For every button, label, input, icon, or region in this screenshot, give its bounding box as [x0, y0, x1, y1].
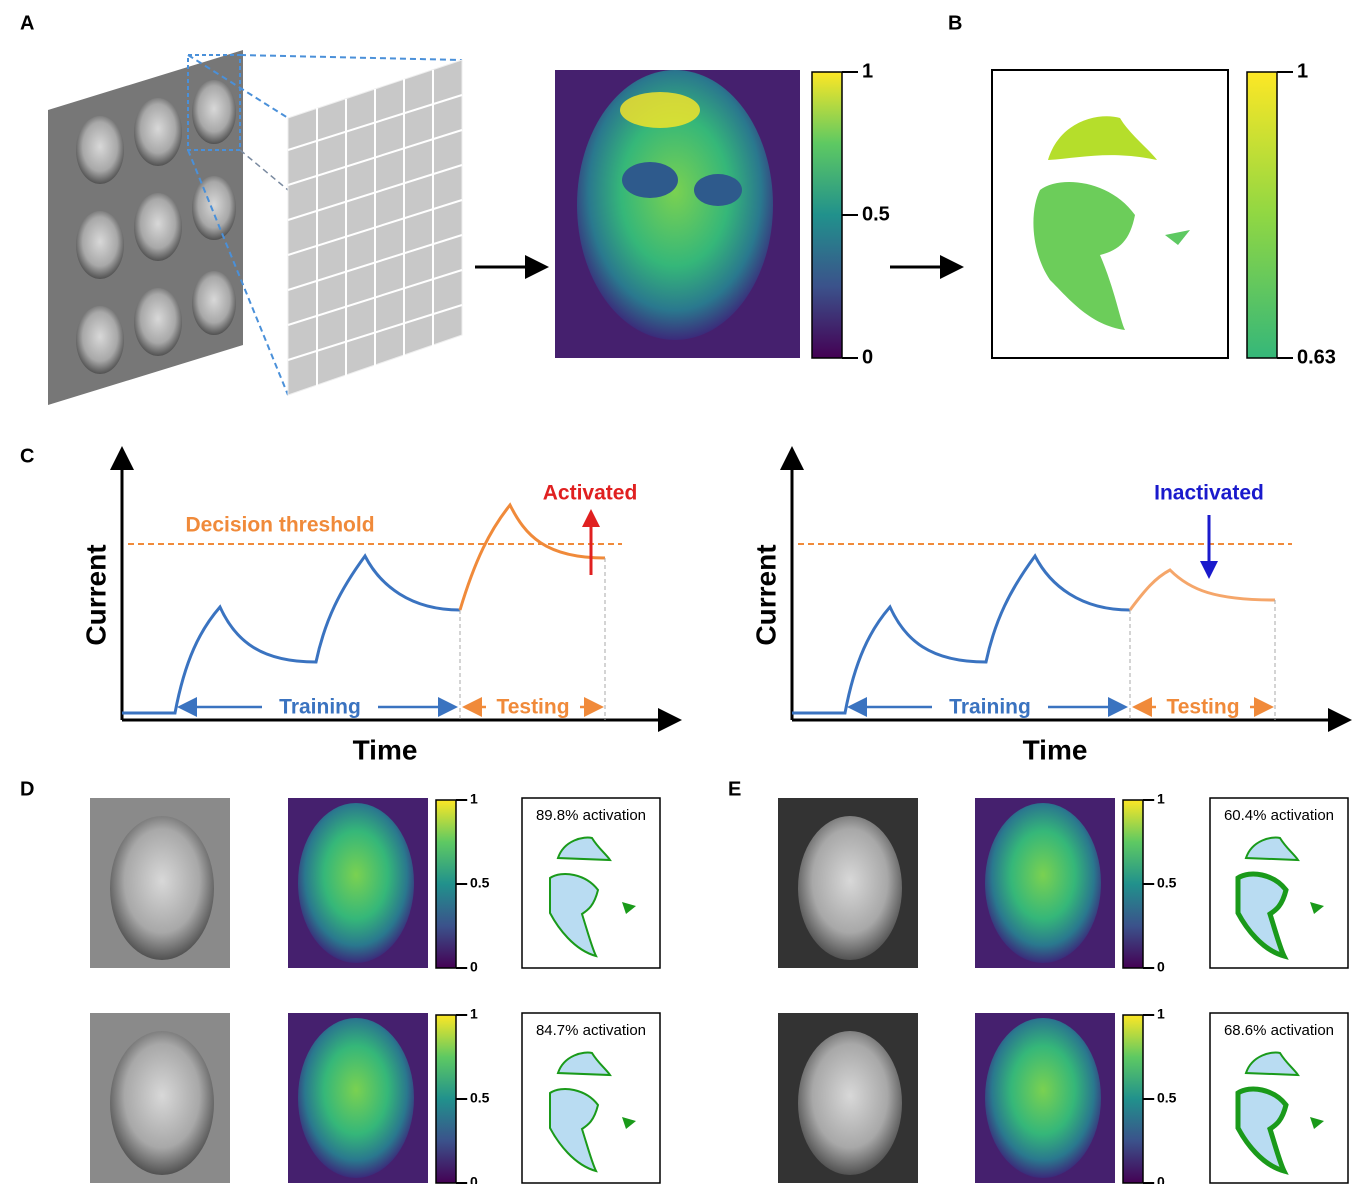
panel-label: B: [948, 12, 962, 34]
y-label: Current: [750, 544, 781, 645]
panel-label: E: [728, 778, 741, 800]
example-row: 1 0.5 0 68.6% activation: [778, 1006, 1348, 1184]
colorbar-tick-label: 1: [1157, 1006, 1165, 1022]
colorbar-tick-label: 0.5: [862, 203, 890, 225]
phase-label: Training: [279, 696, 361, 719]
colorbar-tick-label: 0: [470, 959, 478, 975]
state-label: Activated: [543, 482, 638, 505]
phase-label: Testing: [496, 696, 569, 719]
heatmap-face: [298, 1018, 414, 1178]
figure: A 10.50 B 10.63 C Current Time Decision …: [0, 0, 1364, 1184]
face: [798, 816, 902, 960]
colorbar-tick-label: 0.5: [470, 1090, 490, 1106]
colorbar-tick-label: 1: [470, 1006, 478, 1022]
colorbar-tick-label: 0.5: [1157, 1090, 1177, 1106]
phase-label: Testing: [1166, 696, 1239, 719]
colorbar-tick-label: 1: [862, 60, 873, 82]
colorbar-tick-label: 0: [1157, 959, 1165, 975]
colorbar-tick-label: 0: [862, 346, 873, 368]
example-row: 1 0.5 0 89.8% activation: [90, 791, 660, 975]
panel-label: D: [20, 778, 34, 800]
colorbar-fill: [1123, 800, 1143, 968]
neuron-grid: [288, 60, 462, 395]
colorbar-tick-label: 0.63: [1297, 346, 1336, 368]
example-rows: 1 0.5 0 89.8% activation 1 0.5 0 84.7% activati…: [90, 791, 1348, 1184]
activation-caption: 89.8% activation: [536, 807, 646, 824]
colorbar-fill: [812, 72, 842, 358]
face: [798, 1031, 902, 1175]
colorbar-tick-label: 0: [1157, 1174, 1165, 1184]
heatmap-face: [985, 1018, 1101, 1178]
heatmap-face: [298, 803, 414, 963]
activation-caption: 60.4% activation: [1224, 807, 1334, 824]
activation-map: [992, 70, 1228, 358]
x-label: Time: [353, 734, 418, 765]
activation-caption: 68.6% activation: [1224, 1022, 1334, 1039]
colorbar-tick-label: 1: [470, 791, 478, 807]
panel-label: A: [20, 12, 34, 34]
colorbar-fill: [436, 800, 456, 968]
colorbar-fill: [1123, 1015, 1143, 1183]
heatmap: [555, 70, 800, 358]
activation-caption: 84.7% activation: [536, 1022, 646, 1039]
colorbar-tick-label: 1: [1297, 60, 1308, 82]
colorbar-tick-label: 0: [470, 1174, 478, 1184]
panel-label: C: [20, 445, 34, 467]
y-label: Current: [80, 544, 111, 645]
phase-label: Training: [949, 696, 1031, 719]
colorbar: 10.63: [1247, 60, 1336, 368]
colorbar: 10.50: [812, 60, 890, 368]
colorbar-tick-label: 1: [1157, 791, 1165, 807]
colorbar-fill: [436, 1015, 456, 1183]
heatmap-face: [985, 803, 1101, 963]
threshold-label: Decision threshold: [185, 514, 374, 537]
face: [110, 1031, 214, 1175]
colorbar-tick-label: 0.5: [470, 875, 490, 891]
colorbar-fill: [1247, 72, 1277, 358]
x-label: Time: [1023, 734, 1088, 765]
state-label: Inactivated: [1154, 482, 1264, 505]
example-row: 1 0.5 0 84.7% activation: [90, 1006, 660, 1184]
colorbar-tick-label: 0.5: [1157, 875, 1177, 891]
face: [110, 816, 214, 960]
example-row: 1 0.5 0 60.4% activation: [778, 791, 1348, 975]
